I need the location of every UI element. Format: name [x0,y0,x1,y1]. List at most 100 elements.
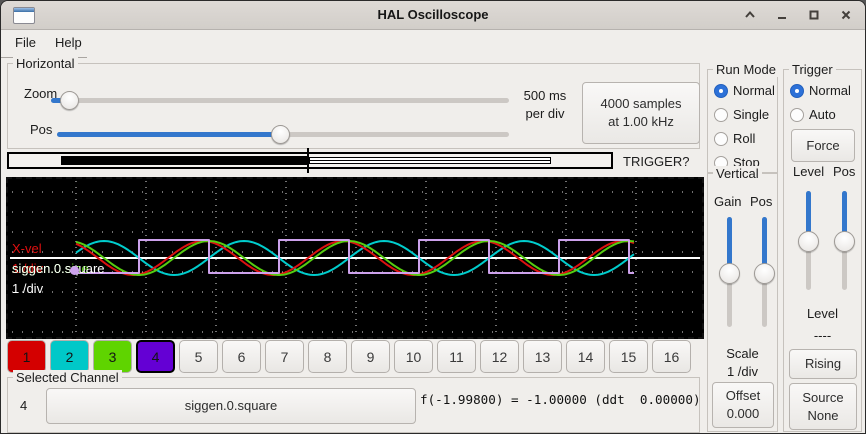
trigger-pos-col-label: Pos [833,164,856,179]
title-bar[interactable]: HAL Oscilloscope [1,1,865,30]
scope-display[interactable]: X-vel 1 /div siggen.0.sine siggen.0.squa… [6,177,704,339]
scale-label: Scale [726,346,759,361]
radio-label: Roll [733,131,756,146]
record-filled-segment [61,156,309,165]
gain-slider[interactable] [718,217,740,327]
offset-button[interactable]: Offset 0.000 [712,382,774,428]
channel-button-1[interactable]: 1 [7,340,46,373]
run-mode-group-label: Run Mode [713,62,779,77]
horizontal-pos-slider-fill [57,132,282,137]
channel-button-11[interactable]: 11 [437,340,476,373]
scope-label-layer-red: 1 /div [12,261,44,276]
run-mode-option-normal[interactable]: Normal [714,83,775,98]
samples-line2: at 1.00 kHz [608,114,674,129]
trigger-pos-slider-knob[interactable] [834,231,855,252]
samples-line1: 4000 samples [600,96,682,111]
close-button[interactable] [835,6,857,24]
zoom-label: Zoom [24,86,58,101]
minimize-button[interactable] [771,6,793,24]
trigger-pos-slider[interactable] [833,191,855,290]
channel-button-13[interactable]: 13 [523,340,562,373]
channel-button-5[interactable]: 5 [179,340,218,373]
trigger-source-button[interactable]: Source None [789,383,857,430]
close-icon [841,10,851,20]
menu-help[interactable]: Help [55,35,82,50]
square-trace [76,239,634,274]
vertical-group: Vertical Gain Pos Scale 1 /div Offset 0.… [707,166,778,432]
trigger-source-line1: Source [802,389,844,405]
channel-button-12[interactable]: 12 [480,340,519,373]
radio-icon [790,83,804,98]
horizontal-group-label: Horizontal [13,56,78,71]
horizontal-pos-slider-knob[interactable] [271,125,290,144]
trigger-level-slider[interactable] [797,191,819,290]
record-pending-segment [309,157,551,164]
selected-channel-name: siggen.0.square [184,398,278,413]
samples-button[interactable]: 4000 samples at 1.00 kHz [582,82,700,144]
vertical-pos-slider[interactable] [753,217,775,327]
minimize-icon [778,17,786,19]
channel-button-2[interactable]: 2 [50,340,89,373]
trigger-position-marker [307,148,309,173]
trigger-option-normal[interactable]: Normal [790,83,851,98]
pos-label: Pos [30,122,53,137]
channel-button-7[interactable]: 7 [265,340,304,373]
trigger-level-col-label: Level [793,164,825,179]
sine-trace-0 [75,240,635,276]
selected-channel-number: 4 [20,398,28,413]
scope-label-selected-name: siggen.0.square [12,261,105,276]
selected-channel-marker-dot [70,266,79,275]
trigger-source-line2: None [807,407,839,423]
channel-value-readout: f(-1.99800) = -1.00000 (ddt 0.00000) [420,392,701,407]
vertical-pos-slider-fill [762,217,767,274]
radio-label: Normal [733,83,775,98]
channel-button-14[interactable]: 14 [566,340,605,373]
channel-button-3[interactable]: 3 [93,340,132,373]
scope-canvas: X-vel 1 /div siggen.0.sine siggen.0.squa… [8,179,702,337]
vertical-pos-label: Pos [750,194,773,209]
radio-label: Normal [809,83,851,98]
trigger-group: Trigger Normal Auto Force Level Pos Level… [783,62,862,432]
run-mode-option-roll[interactable]: Roll [714,131,775,146]
window-menu-icon[interactable] [13,7,35,24]
zoom-slider-track[interactable] [51,98,509,103]
radio-label: Auto [809,107,836,122]
force-button[interactable]: Force [791,129,855,162]
sample-rate-line1: 500 ms [523,88,567,103]
gain-slider-knob[interactable] [719,263,740,284]
scale-value: 1 /div [726,364,759,379]
channel-button-15[interactable]: 15 [609,340,648,373]
shade-button[interactable] [739,6,761,24]
channel-button-9[interactable]: 9 [351,340,390,373]
chevron-up-icon [745,10,755,18]
window-title: HAL Oscilloscope [377,7,489,22]
horizontal-pos-slider[interactable] [57,124,509,145]
menu-file[interactable]: File [15,35,36,50]
radio-label: Single [733,107,770,122]
horizontal-group: Horizontal Zoom Pos 500 ms per div 4000 … [7,56,700,149]
channel-button-10[interactable]: 10 [394,340,433,373]
run-mode-option-single[interactable]: Single [714,107,775,122]
selected-channel-name-button[interactable]: siggen.0.square [46,388,416,424]
selected-channel-group: Selected Channel 4 siggen.0.square f(-1.… [7,370,701,433]
channel-button-16[interactable]: 16 [652,340,691,373]
maximize-button[interactable] [803,6,825,24]
trigger-edge-button[interactable]: Rising [789,349,857,379]
scope-label-layer-green: siggen.0.sine [12,261,89,276]
sample-rate-line2: per div [525,106,565,121]
zoom-slider[interactable] [51,90,509,111]
channel-button-8[interactable]: 8 [308,340,347,373]
trigger-level-slider-knob[interactable] [798,231,819,252]
run-mode-group: Run Mode Normal Single Roll Stop [707,62,779,173]
channel-button-4[interactable]: 4 [136,340,175,373]
channel-button-6[interactable]: 6 [222,340,261,373]
selected-channel-group-label: Selected Channel [13,370,122,385]
radio-icon [714,83,728,98]
trigger-options: Normal Auto [790,83,851,122]
radio-icon [790,107,804,122]
zoom-slider-knob[interactable] [60,91,79,110]
vertical-pos-slider-knob[interactable] [754,263,775,284]
menu-bar: File Help [1,29,865,58]
record-position-bar [7,152,613,169]
trigger-option-auto[interactable]: Auto [790,107,851,122]
